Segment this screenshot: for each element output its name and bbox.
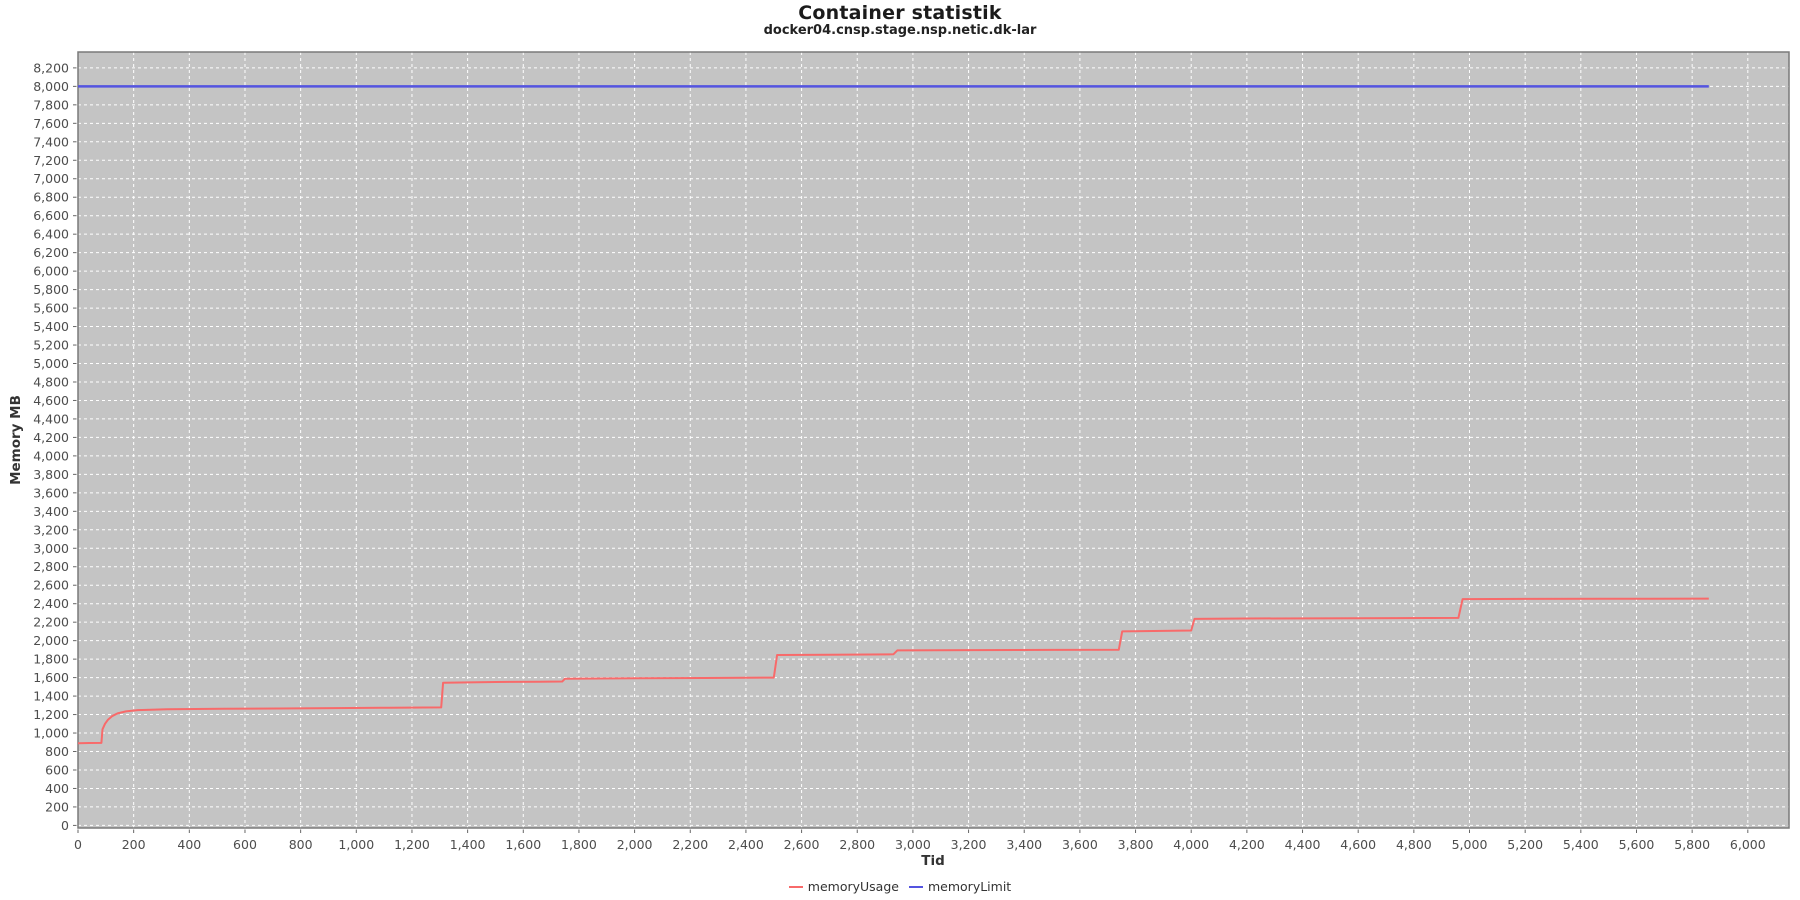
y-tick-label: 5,600	[33, 301, 69, 316]
y-tick-label: 7,200	[33, 153, 69, 168]
y-tick-label: 8,200	[33, 60, 69, 75]
x-tick-label: 0	[74, 837, 82, 852]
y-tick-label: 2,200	[33, 615, 69, 630]
x-tick-label: 5,800	[1674, 837, 1710, 852]
y-tick-label: 3,600	[33, 485, 69, 500]
y-tick-label: 4,400	[33, 411, 69, 426]
y-tick-label: 5,200	[33, 338, 69, 353]
y-tick-label: 1,400	[33, 689, 69, 704]
y-axis-title: Memory MB	[8, 395, 24, 485]
y-tick-label: 3,200	[33, 522, 69, 537]
x-tick-label: 400	[177, 837, 201, 852]
x-axis-title: Tid	[921, 853, 945, 869]
y-tick-label: 5,000	[33, 356, 69, 371]
x-tick-label: 3,400	[1006, 837, 1042, 852]
y-tick-label: 400	[45, 781, 69, 796]
y-tick-label: 3,800	[33, 467, 69, 482]
y-tick-label: 6,400	[33, 227, 69, 242]
x-tick-label: 1,600	[505, 837, 541, 852]
y-tick-label: 8,000	[33, 79, 69, 94]
x-tick-label: 5,200	[1507, 837, 1543, 852]
plot-background	[78, 52, 1789, 828]
legend-item-memorylimit: memoryLimit	[908, 879, 1012, 894]
y-tick-label: 3,400	[33, 504, 69, 519]
y-tick-label: 1,600	[33, 670, 69, 685]
x-tick-label: 2,600	[784, 837, 820, 852]
x-tick-label: 4,400	[1285, 837, 1321, 852]
x-tick-label: 600	[233, 837, 257, 852]
x-tick-label: 6,000	[1730, 837, 1766, 852]
y-tick-label: 4,200	[33, 430, 69, 445]
y-tick-label: 0	[61, 818, 69, 833]
x-tick-label: 5,400	[1563, 837, 1599, 852]
x-tick-label: 2,000	[617, 837, 653, 852]
x-tick-label: 4,800	[1396, 837, 1432, 852]
y-tick-label: 6,600	[33, 208, 69, 223]
y-tick-label: 7,400	[33, 134, 69, 149]
y-tick-label: 2,000	[33, 633, 69, 648]
x-tick-label: 2,400	[728, 837, 764, 852]
x-tick-label: 1,800	[561, 837, 597, 852]
x-tick-label: 4,600	[1340, 837, 1376, 852]
y-tick-label: 6,800	[33, 190, 69, 205]
x-tick-label: 2,200	[672, 837, 708, 852]
x-tick-label: 3,800	[1118, 837, 1154, 852]
y-tick-label: 7,000	[33, 171, 69, 186]
y-tick-label: 5,400	[33, 319, 69, 334]
y-tick-label: 3,000	[33, 541, 69, 556]
chart-subtitle: docker04.cnsp.stage.nsp.netic.dk-lar	[763, 23, 1037, 38]
x-tick-label: 3,200	[951, 837, 987, 852]
y-tick-label: 1,000	[33, 726, 69, 741]
chart-title: Container statistik	[798, 2, 1002, 24]
memorylimit-line-icon	[908, 885, 923, 888]
x-tick-label: 800	[289, 837, 313, 852]
x-tick-label: 3,600	[1062, 837, 1098, 852]
y-tick-label: 2,400	[33, 596, 69, 611]
plot-border	[77, 51, 1790, 829]
y-tick-label: 1,200	[33, 707, 69, 722]
y-tick-label: 2,600	[33, 578, 69, 593]
x-tick-label: 5,600	[1619, 837, 1655, 852]
legend-item-memoryusage: memoryUsage	[788, 879, 899, 894]
y-tick-label: 4,600	[33, 393, 69, 408]
memoryusage-line-icon	[788, 885, 803, 888]
x-tick-label: 1,200	[394, 837, 430, 852]
x-tick-label: 1,000	[338, 837, 374, 852]
y-tick-label: 200	[45, 799, 69, 814]
x-tick-label: 5,000	[1452, 837, 1488, 852]
y-tick-label: 4,800	[33, 374, 69, 389]
y-tick-label: 7,800	[33, 97, 69, 112]
y-tick-label: 6,000	[33, 264, 69, 279]
x-tick-label: 4,200	[1229, 837, 1265, 852]
y-tick-label: 1,800	[33, 652, 69, 667]
legend-label-memoryusage: memoryUsage	[807, 879, 899, 894]
y-tick-label: 600	[45, 762, 69, 777]
y-tick-label: 5,800	[33, 282, 69, 297]
legend: memoryUsage memoryLimit	[0, 879, 1800, 894]
y-tick-label: 800	[45, 744, 69, 759]
x-tick-label: 3,000	[895, 837, 931, 852]
x-tick-label: 200	[122, 837, 146, 852]
x-tick-label: 2,800	[839, 837, 875, 852]
series-line-memoryUsage	[77, 597, 1709, 745]
y-tick-label: 4,000	[33, 448, 69, 463]
legend-label-memorylimit: memoryLimit	[927, 879, 1012, 894]
y-tick-label: 6,200	[33, 245, 69, 260]
x-tick-label: 4,000	[1173, 837, 1209, 852]
y-tick-label: 2,800	[33, 559, 69, 574]
y-tick-label: 7,600	[33, 116, 69, 131]
x-tick-label: 1,400	[450, 837, 486, 852]
